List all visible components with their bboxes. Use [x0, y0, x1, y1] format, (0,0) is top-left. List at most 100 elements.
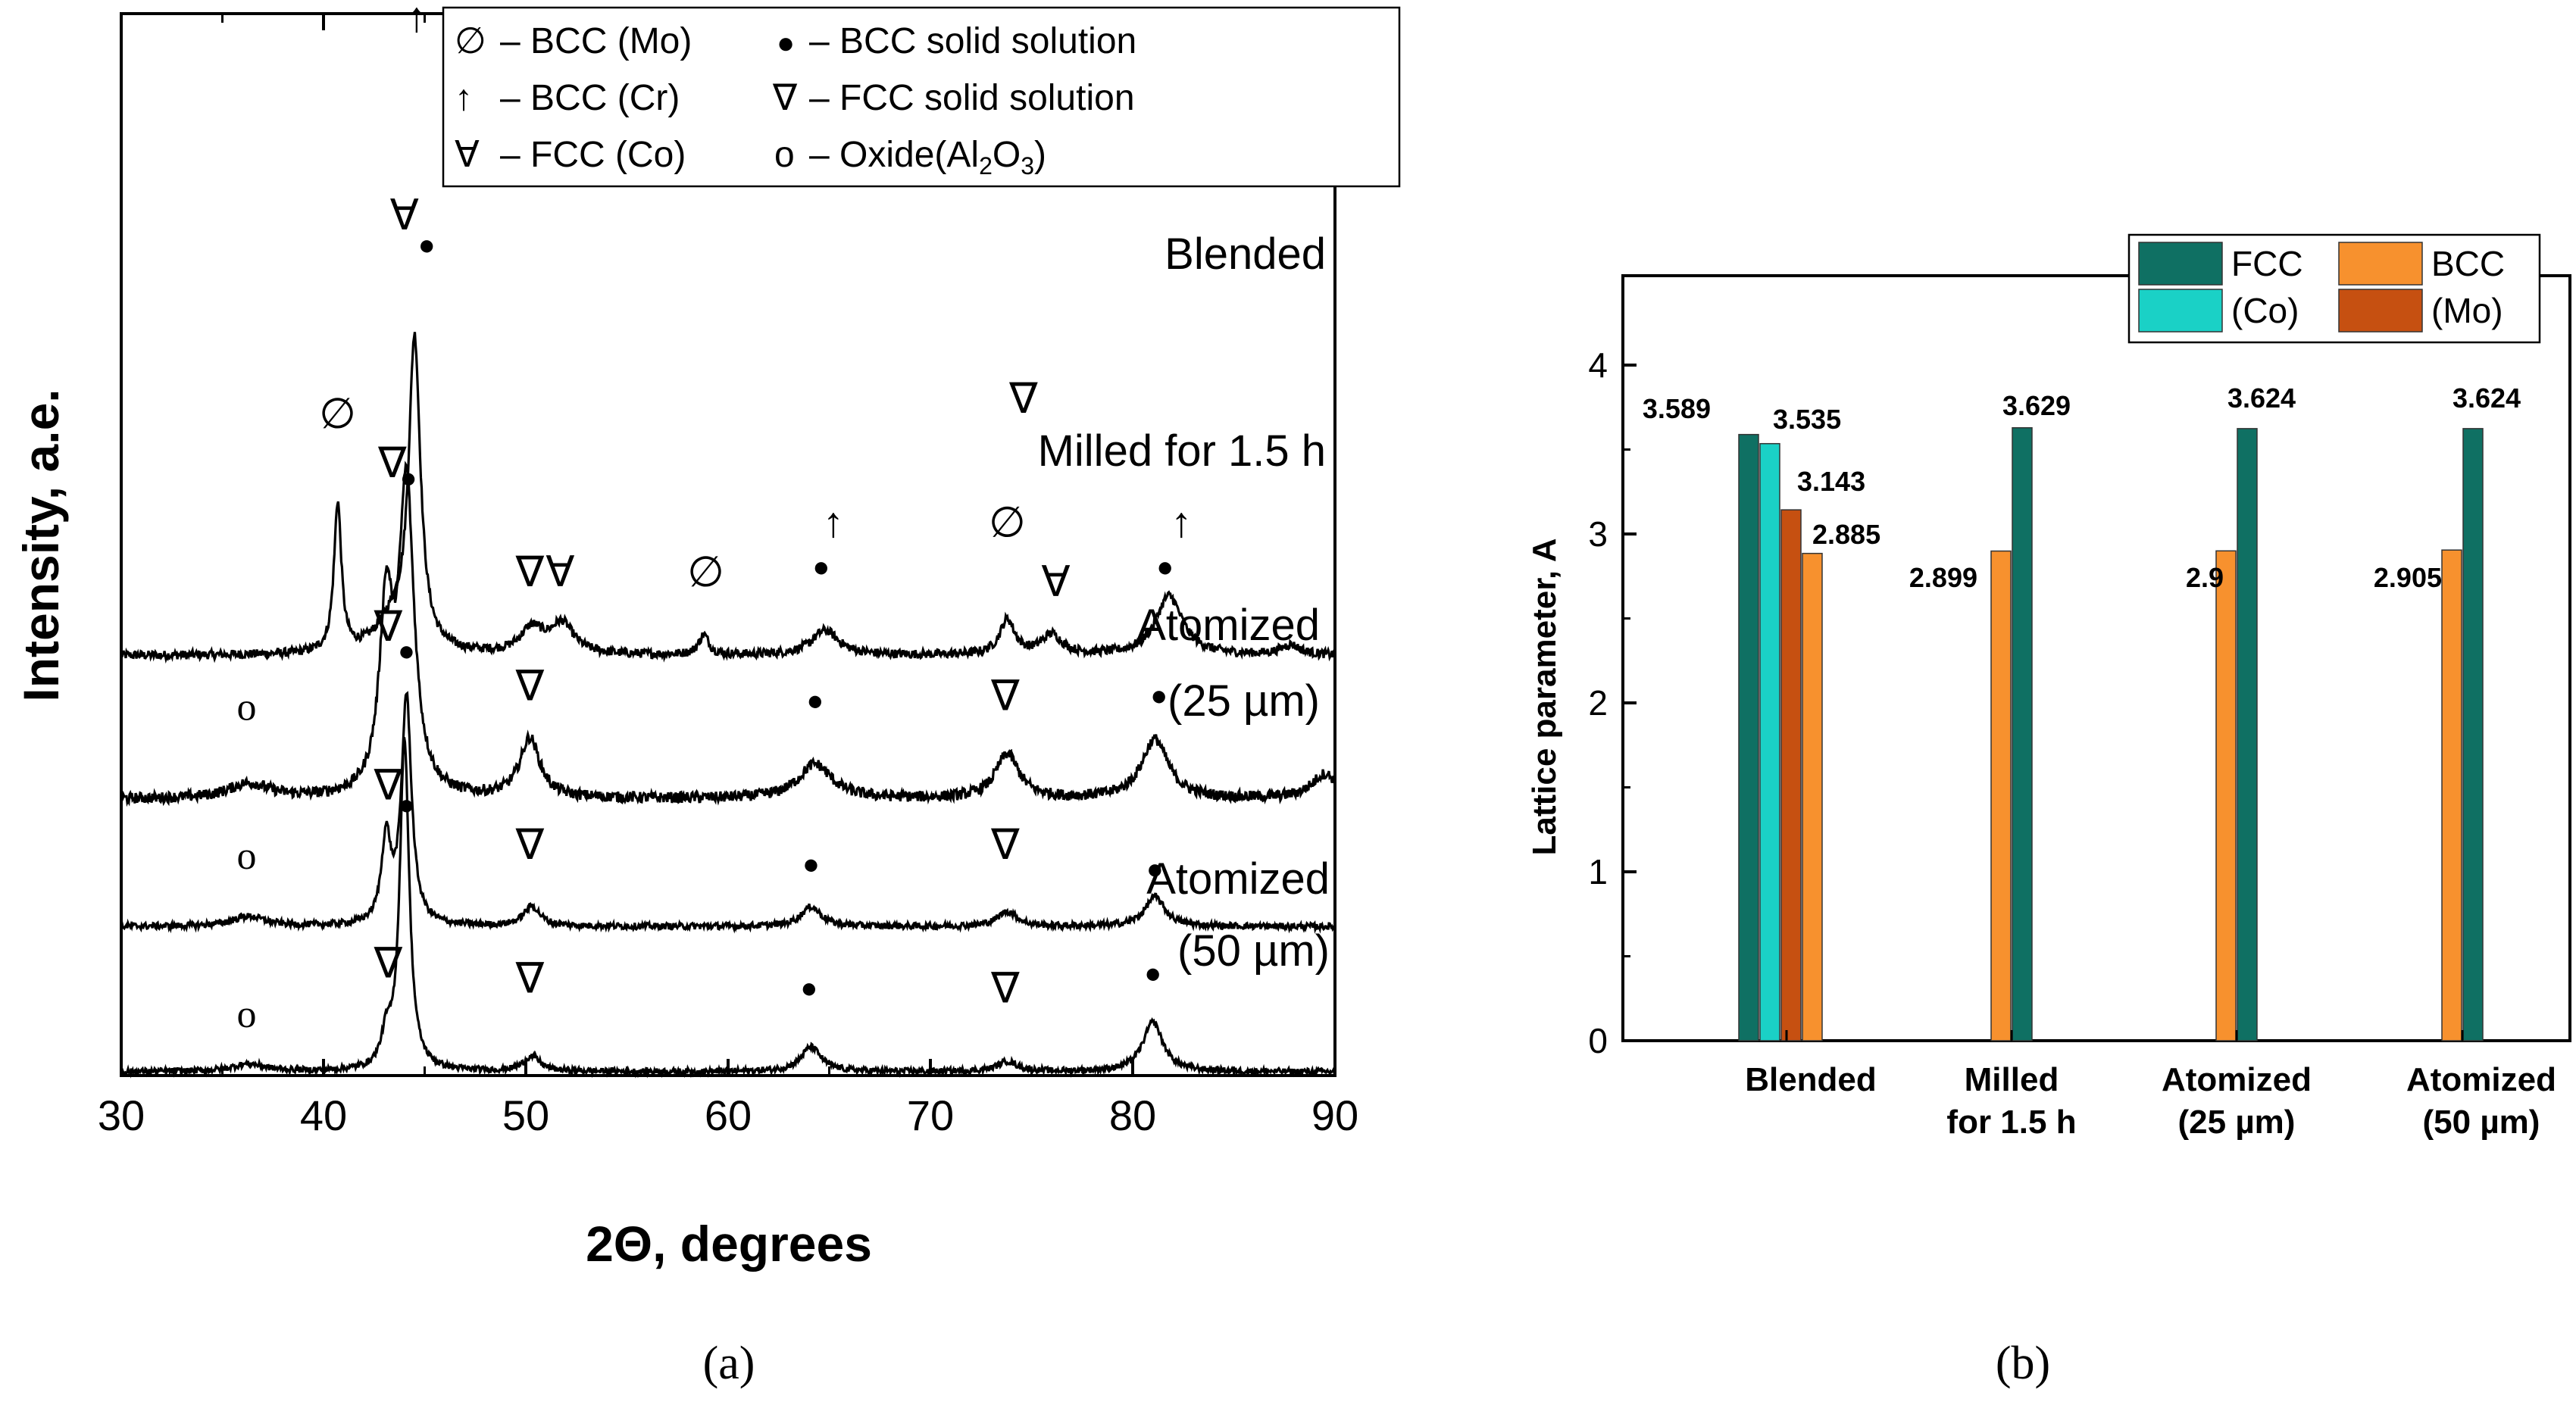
x-tick-label: 40	[300, 1091, 347, 1139]
legend-label: (Co)	[2231, 291, 2299, 330]
legend-text-oxide: – Oxide(Al2O3)	[809, 135, 1046, 180]
x-tick-label: 80	[1109, 1091, 1156, 1139]
xrd-pattern-line	[120, 691, 1336, 934]
xrd-pattern-label: Milled for 1.5 h	[1038, 426, 1326, 476]
lattice-bar	[1738, 433, 1759, 1041]
y-tick-label: 3	[1588, 514, 1608, 554]
lattice-bar	[2237, 428, 2258, 1041]
lattice-bar	[1780, 509, 1802, 1041]
x-tick-label: 50	[502, 1091, 549, 1139]
xrd-x-axis-title: 2Θ, degrees	[586, 1216, 872, 1272]
x-tick-label: 60	[705, 1091, 752, 1139]
phase-marker: ●	[398, 635, 415, 667]
lattice-value-label: 3.143	[1797, 466, 1865, 497]
category-label: (50 µm)	[2423, 1104, 2540, 1141]
lattice-bar	[1990, 550, 2012, 1041]
lattice-bar	[2215, 550, 2237, 1041]
xrd-legend-box	[442, 6, 1401, 188]
phase-marker: ↑	[823, 498, 844, 546]
phase-marker: ●	[418, 230, 436, 261]
legend-text-bcc-mo: – BCC (Mo)	[500, 21, 692, 61]
xrd-pattern-line	[120, 332, 1336, 664]
xrd-pattern-label: Atomized	[1146, 854, 1330, 904]
lattice-value-label: 2.9	[2186, 562, 2224, 593]
legend-symbol-bcc-cr: ↑	[455, 78, 473, 118]
category-label: (25 µm)	[2178, 1104, 2296, 1141]
phase-marker: ∇	[374, 939, 403, 987]
xrd-pattern-label: (50 µm)	[1177, 926, 1330, 976]
xrd-pattern-line	[120, 461, 1336, 807]
phase-marker: ●	[400, 462, 417, 494]
category-label: Atomized	[2406, 1061, 2556, 1098]
lattice-plot-frame	[1621, 274, 2571, 1042]
legend-symbol-bcc-mo: ∅	[455, 21, 486, 61]
panel-a-label: (a)	[703, 1338, 755, 1389]
y-tick-label: 1	[1588, 852, 1608, 891]
phase-marker: ∇	[515, 954, 545, 1001]
lattice-value-label: 3.589	[1643, 393, 1711, 424]
phase-marker: ●	[1144, 957, 1161, 989]
x-tick-label: 90	[1311, 1091, 1358, 1139]
legend-label: BCC	[2431, 244, 2505, 283]
lattice-bar	[1802, 552, 1823, 1041]
xrd-pattern-label: Blended	[1165, 230, 1326, 279]
lattice-panel: 3.589 3.535 3.143 2.885 2.899 3.629 2.9 3.624 2.…	[1526, 233, 2571, 1389]
lattice-bar	[2012, 426, 2033, 1041]
legend-symbol-fcc-co: ∀	[455, 135, 480, 175]
phase-marker: ∀	[390, 191, 419, 239]
phase-marker: ∇	[1008, 374, 1038, 422]
phase-marker: ●	[802, 848, 820, 880]
phase-marker: o	[237, 835, 257, 878]
lattice-value-label: 2.905	[2374, 562, 2442, 593]
lattice-value-label: 3.629	[2002, 390, 2071, 421]
phase-marker: ●	[398, 789, 415, 821]
lattice-value-label: 2.885	[1812, 519, 1880, 550]
phase-marker: ∇	[515, 662, 545, 710]
legend-text-bcc-cr: – BCC (Cr)	[500, 78, 680, 118]
lattice-bar	[2462, 428, 2484, 1041]
y-tick-label: 2	[1588, 683, 1608, 723]
xrd-panel: ∅∇∀↑●∇ ∀ ∅ ●↑ ∅∇∀ ●↑o∇●∇ ● ∇ ●o∇●∇ ● ∇●o∇●∇ ● ∇ ● Ble…	[13, 0, 1401, 1389]
phase-marker: ●	[1156, 551, 1174, 583]
legend-swatch	[2338, 242, 2423, 286]
phase-marker: ∇	[990, 820, 1020, 868]
phase-marker: ●	[812, 551, 830, 583]
x-tick-label: 30	[98, 1091, 145, 1139]
xrd-pattern-label: (25 µm)	[1168, 676, 1320, 726]
category-label: Blended	[1745, 1061, 1877, 1098]
category-label: Milled	[1965, 1061, 2059, 1098]
lattice-bar	[2441, 549, 2462, 1041]
phase-marker: ●	[800, 973, 818, 1004]
phase-marker: ●	[806, 685, 824, 717]
legend-text-fcc-co: – FCC (Co)	[500, 135, 686, 175]
legend-swatch	[2338, 289, 2423, 333]
legend-label: (Mo)	[2431, 291, 2503, 330]
phase-marker: ↑	[1171, 498, 1192, 546]
legend-swatch	[2138, 289, 2223, 333]
legend-label: FCC	[2231, 244, 2303, 283]
phase-marker: ∇	[515, 548, 545, 595]
phase-marker: o	[237, 993, 257, 1036]
phase-marker: ∇	[515, 820, 545, 868]
lattice-y-axis-title: Lattice parameter, A	[1526, 539, 1563, 856]
phase-marker: ●	[1150, 680, 1168, 712]
x-tick-label: 70	[907, 1091, 954, 1139]
y-tick-label: 0	[1588, 1021, 1608, 1060]
legend-symbol-oxide: o	[774, 135, 795, 175]
lattice-value-label: 3.624	[2453, 383, 2521, 414]
phase-marker: ∇	[377, 439, 407, 486]
phase-marker: ∇	[374, 602, 403, 650]
y-tick-label: 4	[1588, 345, 1608, 385]
legend-swatch	[2138, 242, 2223, 286]
lattice-bar	[1759, 442, 1780, 1041]
phase-marker: ∇	[990, 963, 1020, 1011]
xrd-legend: ∅ – BCC (Mo) ● – BCC solid solution ↑ – …	[442, 6, 1401, 188]
phase-marker: ∀	[546, 548, 574, 595]
legend-symbol-bcc-ss: ●	[777, 27, 795, 60]
legend-text-bcc-ss: – BCC solid solution	[809, 21, 1136, 61]
legend-text-fcc-ss: – FCC solid solution	[809, 78, 1135, 118]
xrd-y-axis-title: Intensity, a.e.	[13, 389, 69, 701]
phase-marker: ∅	[989, 498, 1026, 546]
phase-marker: ●	[1146, 854, 1164, 885]
